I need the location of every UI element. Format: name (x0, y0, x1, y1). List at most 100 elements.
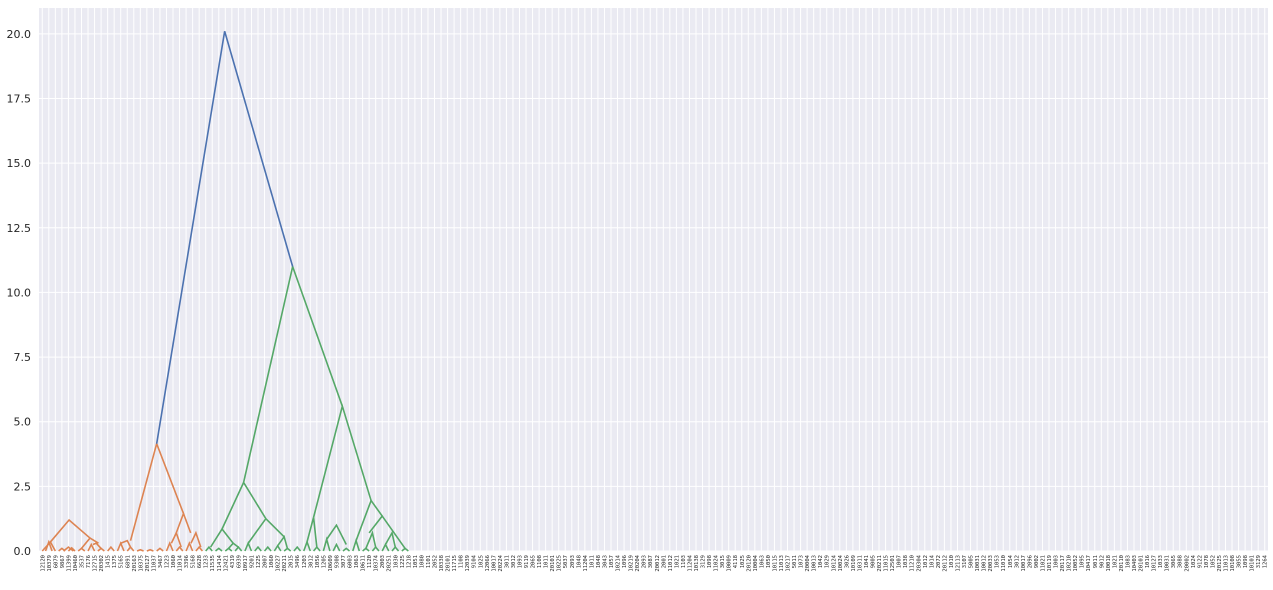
x-leaf-label: 1225 (256, 555, 262, 568)
x-leaf-label: 1098 (707, 555, 713, 568)
x-leaf-label: 10012 (982, 555, 988, 572)
x-leaf-label: 2015 (289, 555, 295, 568)
x-leaf-label: 11037 (151, 555, 157, 572)
x-leaf-label: 11014 (178, 554, 184, 571)
dendrogram-link (293, 545, 302, 552)
y-tick-label: 7.5 (14, 351, 32, 364)
x-leaf-label: 1375 (112, 555, 118, 568)
x-leaf-label: 9012 (1099, 555, 1105, 568)
grid-lines (39, 8, 1268, 552)
dendrogram-link (155, 31, 294, 444)
x-leaf-label: 9867 (60, 555, 66, 568)
dendrogram-link (365, 530, 377, 549)
y-tick-label: 5.0 (14, 416, 32, 429)
dendrogram-link (63, 546, 74, 552)
x-leaf-label: 3088 (1178, 555, 1184, 568)
x-leaf-label: 10004 (753, 554, 759, 571)
x-leaf-label: 10013 (812, 555, 818, 572)
x-leaf-label: 1051 (413, 555, 419, 568)
dendrogram-links (41, 31, 409, 552)
x-leaf-label: 1041 (864, 555, 870, 568)
x-leaf-label: 12120 (40, 555, 46, 572)
x-leaf-label: 12039 (465, 555, 471, 572)
x-leaf-label: 1415 (106, 555, 112, 568)
x-leaf-label: 1010 (949, 555, 955, 568)
x-leaf-label: 1063 (354, 555, 360, 568)
x-leaf-label: 1225 (400, 555, 406, 568)
x-leaf-label: 10210 (1067, 555, 1073, 572)
y-tick-label: 12.5 (7, 222, 32, 235)
x-leaf-label: 10108 (1230, 555, 1236, 572)
x-leaf-label: 20112 (942, 555, 948, 572)
x-leaf-label: 1024 (1191, 554, 1197, 568)
x-leaf-label: 6891 (125, 555, 131, 568)
x-leaf-label: 2007 (263, 555, 269, 568)
x-leaf-label: 1095 (1080, 555, 1086, 568)
x-leaf-label: 1080 (419, 555, 425, 568)
x-leaf-label: 1011 (589, 555, 595, 568)
dendrogram-link (332, 542, 341, 552)
x-leaf-label: 1223 (164, 555, 170, 568)
x-leaf-label: 10127 (1152, 555, 1158, 572)
x-leaf-label: 20211 (282, 555, 288, 572)
x-leaf-label: 5011 (792, 555, 798, 568)
x-leaf-label: 10024 (838, 554, 844, 571)
x-leaf-label: 1120 (367, 555, 373, 568)
x-leaf-label: 10379 (47, 555, 53, 572)
x-leaf-label: 10403 (1132, 555, 1138, 572)
x-leaf-label: 10138 (694, 555, 700, 572)
x-leaf-label: 1021 (674, 555, 680, 568)
x-leaf-label: 9011 (1093, 555, 1099, 568)
dendrogram-link (325, 523, 347, 545)
x-leaf-label: 1056 (315, 555, 321, 568)
x-leaf-label: 1050 (766, 555, 772, 568)
x-leaf-label: 3129 (1256, 555, 1262, 568)
dendrogram-link (92, 542, 102, 549)
x-leaf-label: 20302 (99, 555, 105, 572)
x-leaf-label: 1012 (923, 555, 929, 568)
x-leaf-label: 20127 (145, 555, 151, 572)
dendrogram-link (120, 539, 132, 548)
x-leaf-label: 11210 (910, 555, 916, 572)
x-leaf-label: 1030 (393, 555, 399, 568)
x-leaf-label: 11013 (779, 555, 785, 572)
x-leaf-label: 1029 (825, 555, 831, 568)
x-leaf-label: 3396 (184, 555, 190, 568)
x-leaf-label: 10214 (616, 554, 622, 571)
dendrogram-link (205, 545, 213, 552)
x-leaf-label: 2072 (936, 555, 942, 568)
dendrogram-link (185, 541, 194, 552)
x-leaf-label: 3467 (158, 555, 164, 568)
dendrogram-link (44, 539, 53, 552)
dendrogram-link (175, 545, 184, 552)
x-leaf-label: 1033 (1158, 555, 1164, 568)
x-leaf-label: 10009 (727, 555, 733, 572)
x-leaf-label: 3043 (602, 555, 608, 568)
x-leaf-label: 5037 (563, 555, 569, 568)
x-leaf-label: 10101 (1250, 555, 1256, 572)
x-leaf-label: 1060 (171, 555, 177, 568)
dendrogram-link (156, 547, 164, 552)
x-leaf-label: 10417 (1086, 555, 1092, 572)
y-tick-label: 17.5 (7, 93, 32, 106)
x-leaf-label: 10611 (361, 555, 367, 572)
x-leaf-label: 2065 (531, 555, 537, 568)
x-leaf-label: 11010 (1001, 555, 1007, 572)
x-leaf-label: 1007 (897, 555, 903, 568)
x-leaf-label: 10460 (73, 555, 79, 572)
x-leaf-label: 1205 (321, 555, 327, 568)
x-leaf-label: 11399 (66, 555, 72, 572)
x-leaf-label: 20163 (132, 555, 138, 572)
x-leaf-label: 20125 (1217, 555, 1223, 572)
dendrogram-link (146, 548, 154, 552)
x-leaf-label: 3055 (1237, 555, 1243, 568)
dendrogram-link (136, 548, 144, 552)
x-leaf-label: 1025 (740, 555, 746, 568)
x-leaf-label: 1042 (818, 555, 824, 568)
x-leaf-label: 20002 (1184, 555, 1190, 572)
x-leaf-label: 20033 (988, 555, 994, 572)
x-leaf-label: 2093 (642, 555, 648, 568)
x-leaf-label: 10018 (1106, 555, 1112, 572)
x-leaf-label: 6079 (53, 555, 59, 568)
dendrogram-link (215, 547, 223, 552)
